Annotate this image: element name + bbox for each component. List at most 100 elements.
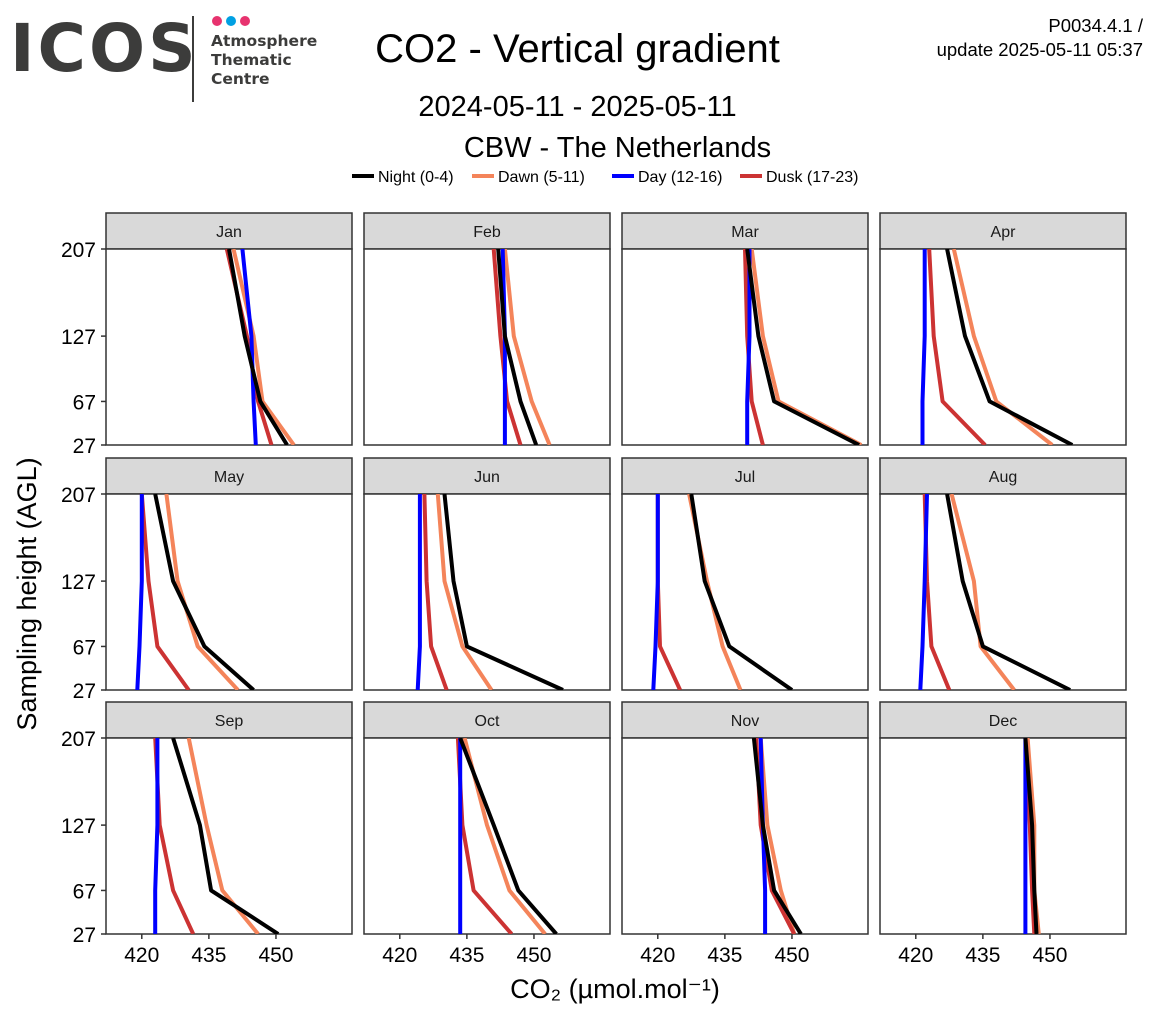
series-line-night	[1023, 738, 1039, 934]
facet-label: Jun	[474, 469, 500, 486]
panel-apr: Apr	[879, 212, 1127, 446]
facet-strip	[363, 701, 611, 739]
series-line-night	[745, 249, 861, 445]
x-tick-label: 450	[774, 944, 809, 967]
x-tick-label: 450	[1032, 944, 1067, 967]
logo-dot-icon	[212, 16, 222, 26]
panel-nov: Nov 420 435 450	[621, 701, 869, 967]
series-line-night	[751, 738, 803, 934]
facet-strip	[621, 701, 869, 739]
station-name: CBW - The Netherlands	[463, 132, 772, 164]
x-tick-label: 450	[516, 944, 551, 967]
y-tick-label: 67	[73, 880, 96, 903]
legend-label-dusk: Dusk (17-23)	[766, 169, 858, 186]
series-line-day	[153, 738, 160, 934]
y-tick-label: 67	[73, 636, 96, 659]
series-line-night	[689, 494, 794, 690]
facet-label: Feb	[473, 224, 501, 241]
update-timestamp: update 2025-05-11 05:37	[936, 39, 1143, 60]
panel-sep: Sep 27 67 127 207 420 435 450	[61, 701, 353, 967]
plot-panel	[363, 737, 611, 935]
y-tick-label: 127	[61, 326, 96, 349]
series-line-night	[945, 494, 1071, 690]
y-tick-label: 207	[61, 239, 96, 262]
facet-label: Jul	[735, 469, 755, 486]
plot-panel	[105, 248, 353, 446]
panel-feb: Feb	[363, 212, 611, 446]
x-tick-label: 420	[382, 944, 417, 967]
y-tick-label: 27	[73, 680, 96, 703]
panel-jul: Jul	[621, 457, 869, 691]
logo-dot-icon	[226, 16, 236, 26]
series-line-dawn	[502, 249, 552, 445]
series-line-dusk	[139, 494, 191, 690]
y-tick-label: 27	[73, 924, 96, 947]
series-line-dusk	[927, 249, 987, 445]
chart-title-wrapper: CO2 - Vertical gradient	[0, 25, 1155, 73]
series-line-night	[945, 249, 1074, 445]
panel-may: May 27 67 127 207	[61, 457, 353, 703]
plot-panel	[105, 737, 353, 935]
facet-strip	[105, 701, 353, 739]
x-tick-label: 420	[640, 944, 675, 967]
series-line-dawn	[435, 494, 494, 690]
x-tick-label: 420	[898, 944, 933, 967]
series-line-day	[500, 249, 507, 445]
series-line-day	[918, 494, 929, 690]
legend-label-night: Night (0-4)	[378, 169, 454, 186]
panel-dec: Dec 420 435 450	[879, 701, 1127, 967]
plot-panel	[363, 493, 611, 691]
series-line-dawn	[231, 249, 296, 445]
logo-sub-line: Centre	[211, 70, 270, 88]
y-tick-label: 207	[61, 728, 96, 751]
x-tick-label: 435	[191, 944, 226, 967]
y-tick-label: 67	[73, 391, 96, 414]
facet-label: Aug	[989, 469, 1017, 486]
series-line-day	[415, 494, 422, 690]
y-tick-label: 207	[61, 484, 96, 507]
series-line-night	[227, 249, 289, 445]
version-info: P0034.4.1 / update 2025-05-11 05:37	[937, 14, 1143, 62]
plot-panel	[105, 493, 353, 691]
x-tick-label: 450	[258, 944, 293, 967]
plot-panel	[879, 248, 1127, 446]
series-line-day	[920, 249, 927, 445]
x-tick-label: 435	[965, 944, 1000, 967]
facet-label: Nov	[731, 713, 759, 730]
facet-strip	[363, 457, 611, 495]
logo-sub-line: Thematic	[211, 51, 292, 69]
logo-divider	[192, 16, 194, 102]
facet-strip	[105, 212, 353, 250]
series-line-night	[153, 494, 255, 690]
facet-strip	[105, 457, 353, 495]
series-line-dusk	[422, 494, 449, 690]
plot-panel	[621, 737, 869, 935]
y-tick-label: 127	[61, 815, 96, 838]
series-line-dawn	[186, 738, 260, 934]
series-line-night	[442, 494, 564, 690]
series-line-night	[171, 738, 280, 934]
series-line-dawn	[951, 249, 1054, 445]
plot-panel	[879, 493, 1127, 691]
logo-subtitle: Atmosphere Thematic Centre	[211, 32, 317, 89]
series-line-night	[458, 738, 558, 934]
x-tick-label: 420	[124, 944, 159, 967]
logo-dot-icon	[240, 16, 250, 26]
series-line-day	[758, 738, 768, 934]
facet-strip	[879, 212, 1127, 250]
facet-label: Jan	[216, 224, 242, 241]
legend-label-day: Day (12-16)	[638, 169, 722, 186]
panel-mar: Mar	[621, 212, 869, 446]
x-tick-label: 435	[449, 944, 484, 967]
plot-panel	[363, 248, 611, 446]
series-line-day	[745, 249, 752, 445]
panel-aug: Aug	[879, 457, 1127, 691]
facet-label: Mar	[731, 224, 759, 241]
facet-label: Apr	[991, 224, 1017, 241]
series-line-night	[496, 249, 539, 445]
facet-strip	[363, 212, 611, 250]
legend: Night (0-4) Dawn (5-11) Day (12-16) Dusk (1…	[352, 169, 858, 186]
y-tick-label: 27	[73, 435, 96, 458]
logo-sub-line: Atmosphere	[211, 32, 318, 50]
